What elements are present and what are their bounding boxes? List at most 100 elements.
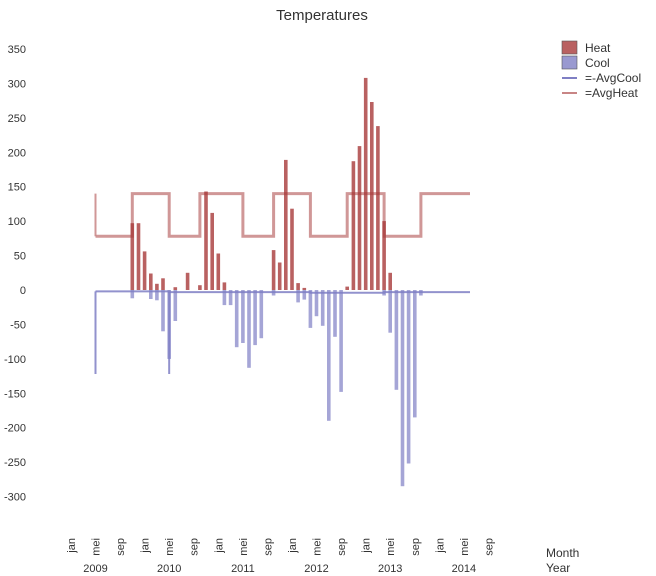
y-axis: 350 300 250 200 150 100 50 0 -50 -100 -150 -200 -250… bbox=[4, 44, 26, 504]
x-tick-label-month: mei bbox=[312, 538, 324, 556]
x-tick-label-year: 2012 bbox=[304, 563, 328, 575]
heat-bar bbox=[130, 223, 135, 290]
cool-bar bbox=[161, 290, 165, 332]
x-tick-label-month: sep bbox=[189, 538, 201, 556]
heat-bar bbox=[357, 146, 362, 290]
x-tick-label-year: 2013 bbox=[378, 563, 402, 575]
series-line-avgheat bbox=[95, 192, 470, 238]
heat-bar bbox=[370, 102, 374, 290]
y-tick-label: -50 bbox=[10, 319, 26, 331]
heat-bar bbox=[345, 286, 349, 290]
x-tick-label-month: mei bbox=[385, 538, 397, 556]
x-tick-label-year: 2014 bbox=[452, 563, 476, 575]
cool-bar bbox=[400, 290, 405, 487]
x-tick-label-year: 2010 bbox=[157, 563, 181, 575]
x-tick-label-month: mei bbox=[91, 538, 103, 556]
x-tick-label-month: sep bbox=[115, 538, 127, 556]
x-axis-label-month: Month bbox=[546, 546, 579, 560]
x-tick-label-month: jan bbox=[140, 538, 152, 554]
legend-label: =-AvgCool bbox=[585, 71, 641, 85]
cool-bar bbox=[394, 290, 399, 390]
x-tick-label-month: jan bbox=[287, 538, 299, 554]
x-tick-label-month: mei bbox=[238, 538, 250, 556]
cool-bar bbox=[222, 290, 227, 306]
heat-bar bbox=[216, 253, 221, 290]
x-tick-label-month: jan bbox=[213, 538, 225, 554]
cool-bar bbox=[167, 290, 171, 359]
legend-label: Cool bbox=[585, 56, 610, 70]
y-tick-label: 200 bbox=[8, 147, 26, 159]
heat-bar bbox=[204, 191, 208, 290]
cool-bar bbox=[382, 290, 386, 296]
heat-bar bbox=[302, 287, 307, 290]
legend-label: Heat bbox=[585, 41, 611, 55]
heat-bar bbox=[351, 161, 356, 290]
cool-bar bbox=[314, 290, 319, 317]
x-tick-label-month: jan bbox=[66, 538, 78, 554]
heat-bar bbox=[376, 126, 380, 290]
y-tick-label: -200 bbox=[4, 423, 26, 435]
x-tick-label-month: mei bbox=[459, 538, 471, 556]
cool-bar bbox=[155, 290, 159, 301]
y-tick-label: 350 bbox=[8, 44, 26, 56]
cool-bar bbox=[302, 290, 307, 300]
cool-bar bbox=[130, 290, 135, 299]
x-tick-label-month: jan bbox=[434, 538, 446, 554]
heat-bar bbox=[284, 159, 288, 290]
cool-bar bbox=[247, 290, 251, 368]
cool-bar bbox=[419, 290, 423, 296]
x-tick-label-year: 2011 bbox=[231, 563, 255, 575]
legend-swatch-heat bbox=[561, 40, 578, 55]
legend-swatch-cool bbox=[561, 55, 578, 70]
x-tick-label-month: mei bbox=[164, 538, 176, 556]
bars bbox=[130, 77, 423, 487]
heat-bar bbox=[173, 287, 178, 290]
y-tick-label: -250 bbox=[4, 457, 26, 469]
x-tick-label-month: sep bbox=[484, 538, 496, 556]
x-tick-label-month: sep bbox=[336, 538, 348, 556]
heat-bar bbox=[136, 223, 141, 290]
cool-bar bbox=[327, 290, 331, 421]
y-tick-label: 250 bbox=[8, 113, 26, 125]
heat-bar bbox=[363, 77, 368, 291]
y-tick-label: 300 bbox=[8, 78, 26, 90]
cool-bar bbox=[339, 290, 343, 392]
y-tick-label: -300 bbox=[4, 492, 26, 504]
heat-bar bbox=[271, 250, 276, 290]
y-tick-label: -100 bbox=[4, 354, 26, 366]
x-tick-label-month: sep bbox=[410, 538, 422, 556]
x-tick-label-month: jan bbox=[361, 538, 373, 554]
y-tick-label: 0 bbox=[20, 285, 26, 297]
heat-bar bbox=[388, 272, 392, 290]
x-axis-label-year: Year bbox=[546, 561, 570, 575]
y-tick-label: -150 bbox=[4, 388, 26, 400]
x-axis: jan mei sep jan mei sep jan mei sep jan mei sep jan m… bbox=[66, 538, 496, 575]
x-tick-label-month: sep bbox=[262, 538, 274, 556]
cool-bar bbox=[320, 290, 325, 326]
legend-label: =AvgHeat bbox=[585, 86, 638, 100]
cool-bar bbox=[234, 290, 239, 348]
cool-bar bbox=[296, 290, 300, 303]
heat-bar bbox=[277, 262, 282, 290]
cool-bar bbox=[388, 290, 392, 333]
cool-bar bbox=[241, 290, 245, 343]
cool-bar bbox=[333, 290, 337, 337]
x-tick-label-year: 2009 bbox=[83, 563, 107, 575]
y-tick-label: 150 bbox=[8, 182, 26, 194]
heat-bar bbox=[290, 208, 294, 290]
heat-bar bbox=[155, 283, 159, 290]
heat-bar bbox=[142, 251, 147, 290]
heat-bar bbox=[185, 272, 190, 290]
cool-bar bbox=[413, 290, 417, 418]
y-tick-label: 100 bbox=[8, 216, 26, 228]
cool-bar bbox=[308, 290, 313, 328]
heat-bar bbox=[161, 278, 165, 290]
chart-title: Temperatures bbox=[276, 7, 368, 24]
y-tick-label: 50 bbox=[14, 251, 26, 263]
cool-bar bbox=[228, 290, 233, 306]
cool-bar bbox=[259, 290, 264, 339]
heat-bar bbox=[222, 282, 227, 290]
cool-bar bbox=[271, 290, 276, 296]
